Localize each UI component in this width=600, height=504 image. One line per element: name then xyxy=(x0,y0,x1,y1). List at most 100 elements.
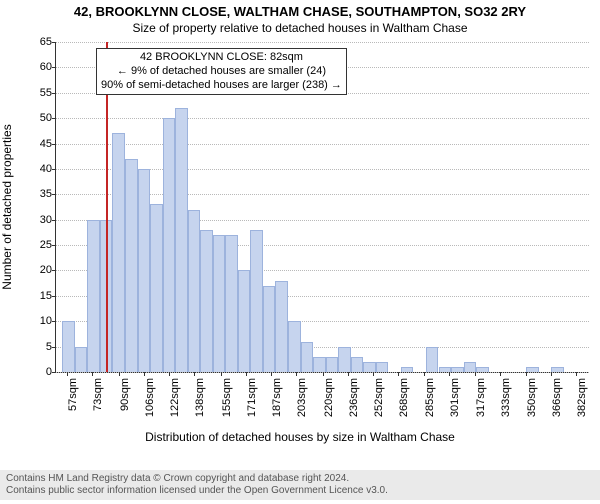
histogram-bar xyxy=(426,347,439,372)
ytick-mark xyxy=(52,296,56,297)
ytick-label: 30 xyxy=(40,214,52,226)
histogram-bar xyxy=(326,357,339,372)
xtick-mark xyxy=(323,372,324,376)
ytick-mark xyxy=(52,347,56,348)
title-line-2: Size of property relative to detached ho… xyxy=(0,21,600,35)
histogram-bar xyxy=(476,367,489,372)
ytick-label: 10 xyxy=(40,315,52,327)
histogram-bar xyxy=(200,230,213,372)
ytick-mark xyxy=(52,93,56,94)
footer-line-1: Contains HM Land Registry data © Crown c… xyxy=(6,473,594,485)
xtick-mark xyxy=(194,372,195,376)
xtick-label: 333sqm xyxy=(500,378,512,417)
xtick-mark xyxy=(398,372,399,376)
histogram-bar xyxy=(250,230,263,372)
annotation-line2: ← 9% of detached houses are smaller (24) xyxy=(101,65,342,79)
ytick-mark xyxy=(52,169,56,170)
xtick-label: 220sqm xyxy=(323,378,335,417)
ytick-label: 55 xyxy=(40,87,52,99)
xtick-label: 171sqm xyxy=(246,378,258,417)
xtick-mark xyxy=(576,372,577,376)
histogram-bar xyxy=(551,367,564,372)
histogram-bar xyxy=(75,347,88,372)
xtick-mark xyxy=(424,372,425,376)
xtick-mark xyxy=(373,372,374,376)
histogram-bar xyxy=(263,286,276,372)
xtick-label: 138sqm xyxy=(194,378,206,417)
histogram-bar xyxy=(87,220,100,372)
xtick-mark xyxy=(67,372,68,376)
title-line-1: 42, BROOKLYNN CLOSE, WALTHAM CHASE, SOUT… xyxy=(0,4,600,19)
ytick-mark xyxy=(52,194,56,195)
histogram-bar xyxy=(451,367,464,372)
xtick-mark xyxy=(348,372,349,376)
ytick-mark xyxy=(52,220,56,221)
histogram-bar xyxy=(125,159,138,372)
annotation-box: 42 BROOKLYNN CLOSE: 82sqm← 9% of detache… xyxy=(96,48,347,95)
xtick-label: 301sqm xyxy=(449,378,461,417)
ytick-label: 45 xyxy=(40,138,52,150)
ytick-label: 65 xyxy=(40,36,52,48)
ytick-mark xyxy=(52,372,56,373)
ytick-label: 50 xyxy=(40,112,52,124)
histogram-bar xyxy=(188,210,201,372)
ytick-label: 5 xyxy=(46,341,52,353)
annotation-line1: 42 BROOKLYNN CLOSE: 82sqm xyxy=(101,51,342,65)
histogram-bar xyxy=(313,357,326,372)
histogram-bar xyxy=(301,342,314,372)
ytick-label: 35 xyxy=(40,188,52,200)
xtick-mark xyxy=(271,372,272,376)
xtick-label: 73sqm xyxy=(92,378,104,411)
gridline xyxy=(56,42,589,43)
ytick-mark xyxy=(52,42,56,43)
footer-attribution: Contains HM Land Registry data © Crown c… xyxy=(0,470,600,500)
ytick-mark xyxy=(52,67,56,68)
ytick-mark xyxy=(52,245,56,246)
xtick-mark xyxy=(475,372,476,376)
ytick-label: 15 xyxy=(40,290,52,302)
xtick-label: 317sqm xyxy=(475,378,487,417)
xtick-label: 252sqm xyxy=(373,378,385,417)
histogram-bar xyxy=(401,367,414,372)
xtick-label: 285sqm xyxy=(424,378,436,417)
xtick-label: 350sqm xyxy=(526,378,538,417)
xtick-label: 155sqm xyxy=(221,378,233,417)
histogram-bar xyxy=(363,362,376,372)
histogram-bar xyxy=(62,321,75,372)
xtick-label: 187sqm xyxy=(271,378,283,417)
histogram-bar xyxy=(376,362,389,372)
xtick-label: 366sqm xyxy=(551,378,563,417)
xtick-label: 90sqm xyxy=(119,378,131,411)
ytick-label: 20 xyxy=(40,264,52,276)
annotation-line3: 90% of semi-detached houses are larger (… xyxy=(101,79,342,93)
ytick-label: 40 xyxy=(40,163,52,175)
ytick-label: 0 xyxy=(46,366,52,378)
xtick-mark xyxy=(551,372,552,376)
histogram-bar xyxy=(150,204,163,372)
plot-area: 0510152025303540455055606557sqm73sqm90sq… xyxy=(55,42,589,373)
histogram-bar xyxy=(464,362,477,372)
footer-line-2: Contains public sector information licen… xyxy=(6,485,594,497)
ytick-mark xyxy=(52,321,56,322)
histogram-bar xyxy=(275,281,288,372)
histogram-bar xyxy=(138,169,151,372)
histogram-bar xyxy=(351,357,364,372)
gridline xyxy=(56,144,589,145)
y-axis-label: Number of detached properties xyxy=(0,124,14,289)
xtick-label: 122sqm xyxy=(169,378,181,417)
histogram-bar xyxy=(238,270,251,372)
histogram-bar xyxy=(225,235,238,372)
xtick-mark xyxy=(449,372,450,376)
xtick-mark xyxy=(119,372,120,376)
ytick-mark xyxy=(52,144,56,145)
histogram-bar xyxy=(526,367,539,372)
ytick-mark xyxy=(52,118,56,119)
xtick-mark xyxy=(526,372,527,376)
xtick-mark xyxy=(221,372,222,376)
xtick-mark xyxy=(296,372,297,376)
histogram-bar xyxy=(163,118,176,372)
histogram-bar xyxy=(213,235,226,372)
xtick-mark xyxy=(144,372,145,376)
xtick-mark xyxy=(92,372,93,376)
xtick-mark xyxy=(246,372,247,376)
